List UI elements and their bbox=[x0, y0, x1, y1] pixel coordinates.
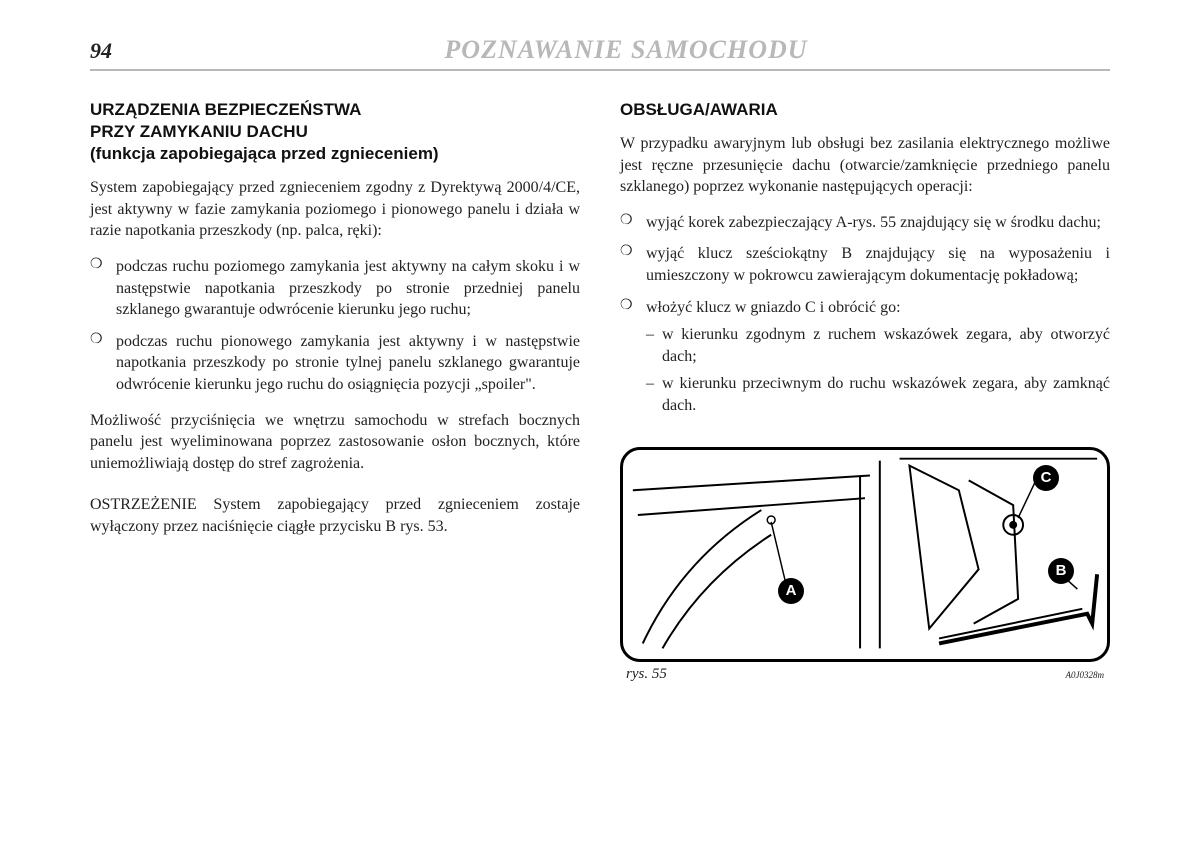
callout-a: A bbox=[778, 578, 804, 604]
list-item-text: włożyć klucz w gniazdo C i obrócić go: bbox=[646, 299, 901, 316]
list-item: podczas ruchu pionowego zamykania jest a… bbox=[90, 331, 580, 396]
sub-list-item: w kierunku przeciwnym do ruchu wskazówek… bbox=[646, 373, 1110, 416]
list-item: wyjąć korek zabezpieczający A-rys. 55 zn… bbox=[620, 212, 1110, 234]
content-columns: URZĄDZENIA BEZPIECZEŃSTWA PRZY ZAMYKANIU… bbox=[90, 99, 1110, 683]
paragraph: W przypadku awaryjnym lub obsługi bez za… bbox=[620, 133, 1110, 198]
right-heading: OBSŁUGA/AWARIA bbox=[620, 99, 1110, 121]
list-item: wyjąć klucz sześciokątny B znajdujący si… bbox=[620, 243, 1110, 286]
figure: A B C rys. 55 A0J0328m bbox=[620, 447, 1110, 683]
paragraph: OSTRZEŻENIE System zapobiegający przed z… bbox=[90, 494, 580, 537]
bullet-list: podczas ruchu poziomego zamykania jest a… bbox=[90, 256, 580, 396]
bullet-list: wyjąć korek zabezpieczający A-rys. 55 zn… bbox=[620, 212, 1110, 417]
list-item: podczas ruchu poziomego zamykania jest a… bbox=[90, 256, 580, 321]
page-number: 94 bbox=[90, 38, 112, 64]
figure-caption: rys. 55 A0J0328m bbox=[620, 666, 1110, 683]
page-header: 94 POZNAWANIE SAMOCHODU bbox=[90, 35, 1110, 71]
callout-c: C bbox=[1033, 465, 1059, 491]
figure-box: A B C bbox=[620, 447, 1110, 662]
figure-label: rys. 55 bbox=[626, 666, 667, 683]
sub-list-item: w kierunku zgodnym z ruchem wskazówek ze… bbox=[646, 324, 1110, 367]
list-item: włożyć klucz w gniazdo C i obrócić go: w… bbox=[620, 297, 1110, 417]
left-heading: URZĄDZENIA BEZPIECZEŃSTWA PRZY ZAMYKANIU… bbox=[90, 99, 580, 165]
heading-line: PRZY ZAMYKANIU DACHU bbox=[90, 121, 580, 143]
left-column: URZĄDZENIA BEZPIECZEŃSTWA PRZY ZAMYKANIU… bbox=[90, 99, 580, 683]
dash-list: w kierunku zgodnym z ruchem wskazówek ze… bbox=[646, 324, 1110, 416]
heading-line: URZĄDZENIA BEZPIECZEŃSTWA bbox=[90, 99, 580, 121]
callout-b: B bbox=[1048, 558, 1074, 584]
paragraph: Możliwość przyciśnięcia we wnętrzu samoc… bbox=[90, 410, 580, 475]
right-column: OBSŁUGA/AWARIA W przypadku awaryjnym lub… bbox=[620, 99, 1110, 683]
figure-code: A0J0328m bbox=[1066, 670, 1105, 680]
paragraph: System zapobiegający przed zgnieceniem z… bbox=[90, 177, 580, 242]
heading-line: (funkcja zapobiegająca przed zgnieceniem… bbox=[90, 143, 580, 165]
section-title: POZNAWANIE SAMOCHODU bbox=[142, 35, 1110, 65]
